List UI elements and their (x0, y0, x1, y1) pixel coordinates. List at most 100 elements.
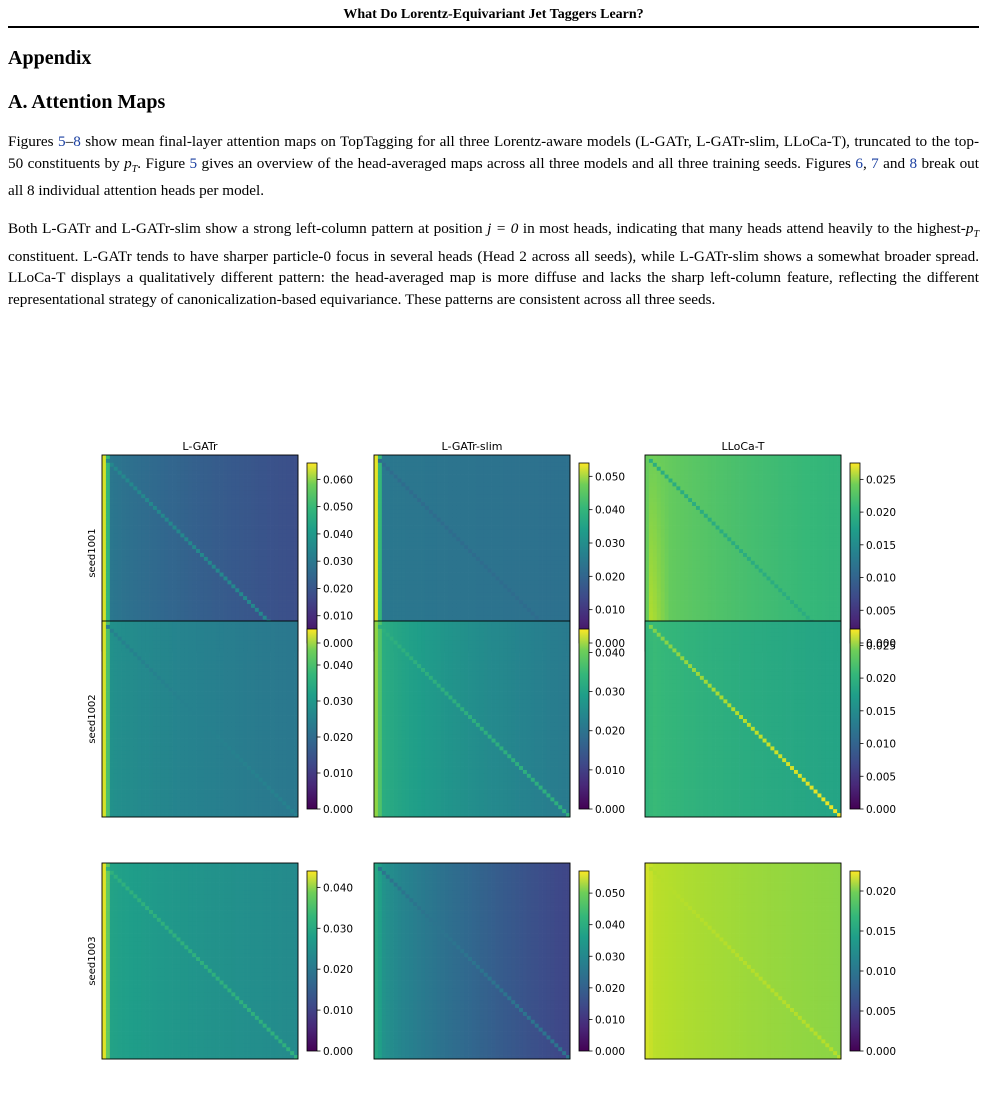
heatmap-cell (137, 604, 141, 608)
heatmap-cell (460, 592, 464, 596)
heatmap-cell (421, 486, 425, 490)
heatmap-cell (429, 463, 433, 467)
figure-ref-link[interactable]: 5 (58, 133, 66, 150)
heatmap-cell (503, 526, 507, 530)
figure-ref-link[interactable]: 5 (190, 155, 198, 172)
heatmap-cell (239, 482, 243, 486)
figure-ref-link[interactable]: 6 (855, 155, 863, 172)
heatmap-cell (137, 529, 141, 533)
heatmap-cell (390, 506, 394, 510)
heatmap-cell (441, 490, 445, 494)
heatmap-cell (267, 600, 271, 604)
heatmap-cell (499, 604, 503, 608)
heatmap-cell (468, 588, 472, 592)
heatmap-cell (259, 533, 263, 537)
figure-ref-link[interactable]: 7 (871, 155, 879, 172)
heatmap-cell (243, 573, 247, 577)
heatmap-cell (499, 463, 503, 467)
heatmap-cell (161, 502, 165, 506)
heatmap-cell (216, 486, 220, 490)
heatmap-cell (492, 479, 496, 483)
heatmap-cell (378, 463, 382, 467)
heatmap-cell (118, 471, 122, 475)
heatmap-cell (153, 522, 157, 526)
heatmap-cell (184, 506, 188, 510)
heatmap-cell (227, 573, 231, 577)
heatmap-cell (480, 545, 484, 549)
heatmap-cell (271, 596, 275, 600)
heatmap-cell (259, 471, 263, 475)
heatmap-cell (133, 475, 137, 479)
heatmap-cell (535, 467, 539, 471)
heatmap-cell (224, 467, 228, 471)
heatmap-cell (405, 577, 409, 581)
heatmap-cell (441, 604, 445, 608)
heatmap-cell (464, 549, 468, 553)
heatmap-cell (456, 616, 460, 620)
heatmap-cell (263, 510, 267, 514)
heatmap-cell (173, 463, 177, 467)
heatmap-cell (129, 459, 133, 463)
heatmap-cell (511, 502, 515, 506)
heatmap-cell (126, 557, 130, 561)
heatmap-cell (531, 573, 535, 577)
heatmap-cell (519, 498, 523, 502)
heatmap-cell (554, 573, 558, 577)
heatmap-cell (433, 557, 437, 561)
heatmap-cell (239, 584, 243, 588)
heatmap-cell (550, 561, 554, 565)
heatmap-cell (145, 522, 149, 526)
heatmap-cell (224, 518, 228, 522)
heatmap-cell (208, 596, 212, 600)
heatmap-cell (413, 482, 417, 486)
heatmap-cell (492, 604, 496, 608)
heatmap-cell (543, 486, 547, 490)
heatmap-cell (441, 482, 445, 486)
heatmap-cell (176, 549, 180, 553)
heatmap-cell (550, 463, 554, 467)
heatmap-cell (106, 608, 110, 612)
heatmap-cell (511, 608, 515, 612)
heatmap-cell (239, 537, 243, 541)
heatmap-cell (208, 557, 212, 561)
heatmap-cell (122, 596, 126, 600)
figure-ref-link[interactable]: 8 (73, 133, 81, 150)
heatmap-cell (546, 475, 550, 479)
heatmap-cell (196, 506, 200, 510)
heatmap-cell (196, 553, 200, 557)
heatmap-cell (220, 514, 224, 518)
heatmap-cell (452, 541, 456, 545)
heatmap-cell (184, 502, 188, 506)
heatmap-cell (445, 529, 449, 533)
heatmap-cell (274, 612, 278, 616)
column-title: LLoCa-T (722, 440, 765, 453)
heatmap-cell (114, 565, 118, 569)
heatmap-cell (413, 612, 417, 616)
heatmap-cell (535, 522, 539, 526)
heatmap-cell (274, 604, 278, 608)
heatmap-cell (433, 482, 437, 486)
heatmap-cell (535, 600, 539, 604)
heatmap-cell (398, 604, 402, 608)
heatmap-cell (247, 479, 251, 483)
heatmap-cell (212, 529, 216, 533)
heatmap-cell (110, 600, 114, 604)
figure-ref-link[interactable]: 8 (909, 155, 917, 172)
heatmap-cell (554, 518, 558, 522)
heatmap-cell (208, 467, 212, 471)
heatmap-cell (114, 592, 118, 596)
heatmap-cell (441, 479, 445, 483)
heatmap-cell (176, 553, 180, 557)
heatmap-cell (184, 561, 188, 565)
heatmap-cell (192, 463, 196, 467)
heatmap-cell (165, 537, 169, 541)
heatmap-cell (224, 592, 228, 596)
heatmap-cell (259, 537, 263, 541)
heatmap-cell (204, 573, 208, 577)
heatmap-cell (433, 463, 437, 467)
heatmap-cell (180, 616, 184, 620)
heatmap-cell (196, 455, 200, 459)
heatmap-cell (421, 600, 425, 604)
heatmap-cell (460, 529, 464, 533)
heatmap-cell (448, 506, 452, 510)
